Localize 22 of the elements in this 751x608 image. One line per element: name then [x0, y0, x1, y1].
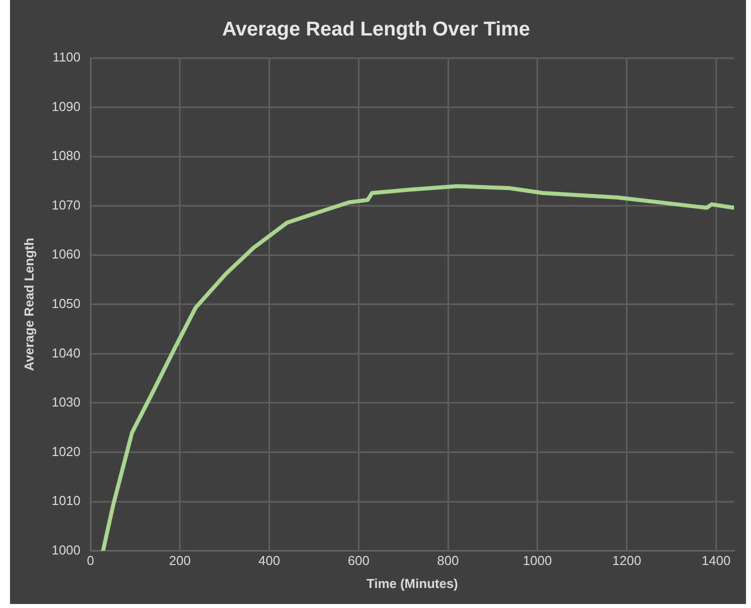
x-tick-label: 200 [169, 553, 191, 568]
y-tick-label: 1020 [52, 444, 81, 459]
y-tick-label: 1100 [52, 50, 81, 65]
x-tick-label: 400 [258, 553, 280, 568]
y-tick-label: 1070 [52, 197, 81, 212]
y-tick-label: 1040 [52, 345, 81, 360]
x-tick-label: 600 [348, 553, 370, 568]
x-axis-title: Time (Minutes) [366, 576, 458, 591]
chart-title: Average Read Length Over Time [222, 18, 530, 41]
y-axis-title: Average Read Length [21, 238, 36, 371]
x-tick-label: 1400 [702, 553, 731, 568]
y-tick-label: 1030 [52, 394, 81, 410]
x-tick-label: 0 [86, 553, 94, 568]
y-tick-label: 1000 [52, 542, 81, 558]
x-tick-label: 800 [437, 553, 459, 568]
y-tick-label: 1010 [52, 493, 81, 508]
x-tick-label: 1200 [612, 553, 642, 568]
y-tick-label: 1050 [52, 296, 81, 311]
x-tick-label: 1000 [522, 553, 552, 568]
y-tick-label: 1060 [52, 246, 81, 262]
y-tick-label: 1080 [52, 148, 81, 164]
y-tick-label: 1090 [52, 98, 81, 114]
